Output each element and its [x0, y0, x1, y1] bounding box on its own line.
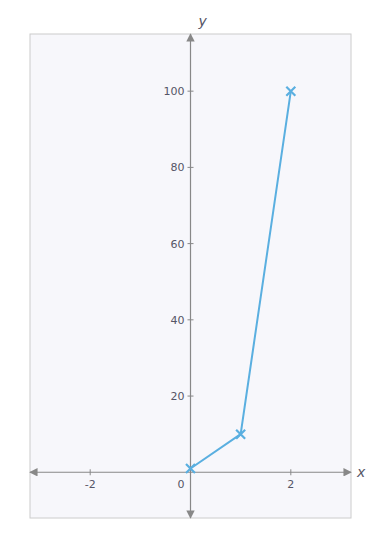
- y-tick-label: 40: [171, 314, 185, 327]
- chart: -2 0 2 20 40 60 80 100 x y: [0, 0, 377, 542]
- x-tick-label: -2: [85, 478, 96, 491]
- data-point: [186, 464, 195, 473]
- y-tick: [188, 91, 194, 92]
- y-tick: [188, 167, 194, 168]
- data-layer: [186, 87, 295, 473]
- y-axis: [190, 34, 191, 518]
- chart-container: -2 0 2 20 40 60 80 100 x y: [0, 0, 377, 542]
- x-tick: [90, 469, 91, 475]
- y-tick: [188, 396, 194, 397]
- y-tick-label: 80: [171, 161, 185, 174]
- data-point: [236, 430, 245, 439]
- y-tick-label: 60: [171, 238, 185, 251]
- x-tick-label: 2: [287, 478, 294, 491]
- x-axis-label: x: [356, 464, 366, 480]
- y-axis-label: y: [198, 13, 208, 29]
- x-tick-label: 0: [178, 478, 185, 491]
- x-tick: [290, 469, 291, 475]
- plot-area: [30, 34, 351, 518]
- y-tick-label: 20: [171, 390, 185, 403]
- data-line: [191, 91, 291, 468]
- data-point: [286, 87, 295, 96]
- y-tick: [188, 243, 194, 244]
- y-tick-label: 100: [164, 85, 185, 98]
- y-tick: [188, 319, 194, 320]
